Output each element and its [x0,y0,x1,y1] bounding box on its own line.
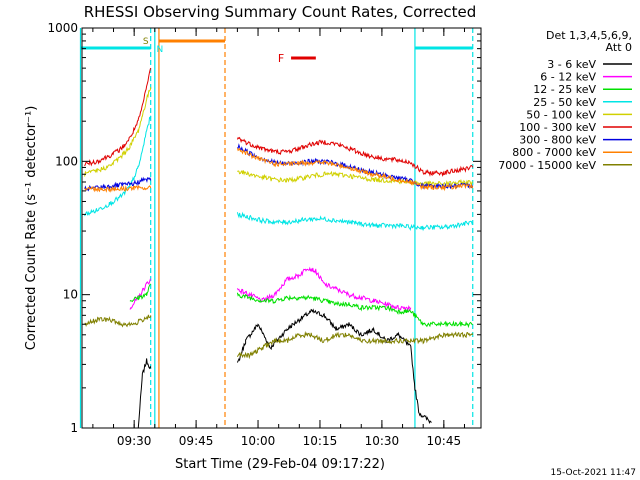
y-tick-label-3: 1000 [47,21,78,35]
y-axis-label: Corrected Count Rate (s⁻¹ detector⁻¹) [24,106,39,351]
series-line-3-segment-0 [84,115,152,217]
x-axis-label: Start Time (29-Feb-04 09:17:22) [175,457,385,472]
legend-header-line-1: Det 1,3,4,5,6,9, [546,29,632,42]
series-line-4-segment-1 [237,169,473,187]
legend-label-6: 300 - 800 keV [519,134,596,147]
series-line-2-segment-0 [129,283,151,303]
x-tick-label-1: 09:45 [179,434,214,448]
series-line-7-segment-1 [236,147,474,192]
series-line-8-segment-0 [84,314,152,328]
legend-label-1: 6 - 12 keV [540,71,596,84]
series-line-2-segment-1 [236,292,473,329]
chart-title: RHESSI Observing Summary Count Rates, Co… [84,3,477,21]
series-line-4-segment-0 [84,87,152,177]
legend-label-4: 50 - 100 keV [526,108,596,121]
legend-label-2: 12 - 25 keV [533,83,596,96]
x-tick-label-0: 09:30 [117,434,152,448]
legend-header-line-2: Att 0 [606,41,632,54]
x-tick-label-2: 10:00 [241,434,276,448]
legend-label-7: 800 - 7000 keV [512,146,596,159]
x-tick-label-3: 10:15 [303,434,338,448]
y-tick-label-2: 100 [55,154,78,168]
legend-label-8: 7000 - 15000 keV [498,159,596,172]
footer-date: 15-Oct-2021 11:47 [551,468,636,478]
x-tick-label-5: 10:45 [427,434,462,448]
series-line-5-segment-0 [84,67,152,167]
series-line-7-segment-0 [84,184,152,193]
legend-label-3: 25 - 50 keV [533,96,596,109]
flag-label-night: N [156,45,163,55]
y-tick-label-1: 10 [63,288,78,302]
x-tick-label-4: 10:30 [365,434,400,448]
plot-area: SN F [79,28,474,428]
flag-label-saa: S [143,37,149,47]
y-tick-label-0: 1 [70,421,78,435]
plot-frame [81,27,482,429]
axes: 09:30 09:45 10:00 10:15 10:30 10:45 1 10 100 1000 [47,21,482,448]
flag-label-flare: F [278,52,284,65]
legend-label-5: 100 - 300 keV [519,121,596,134]
series-line-8-segment-1 [236,330,474,360]
series-line-5-segment-1 [236,136,474,178]
legend-label-0: 3 - 6 keV [547,58,596,71]
series-line-0-segment-0 [137,358,152,428]
series-line-3-segment-1 [236,211,474,232]
series-line-0-segment-1 [236,308,432,425]
series-line-6-segment-0 [84,176,152,192]
series-line-1-segment-0 [129,278,151,310]
series-line-1-segment-1 [236,266,412,312]
